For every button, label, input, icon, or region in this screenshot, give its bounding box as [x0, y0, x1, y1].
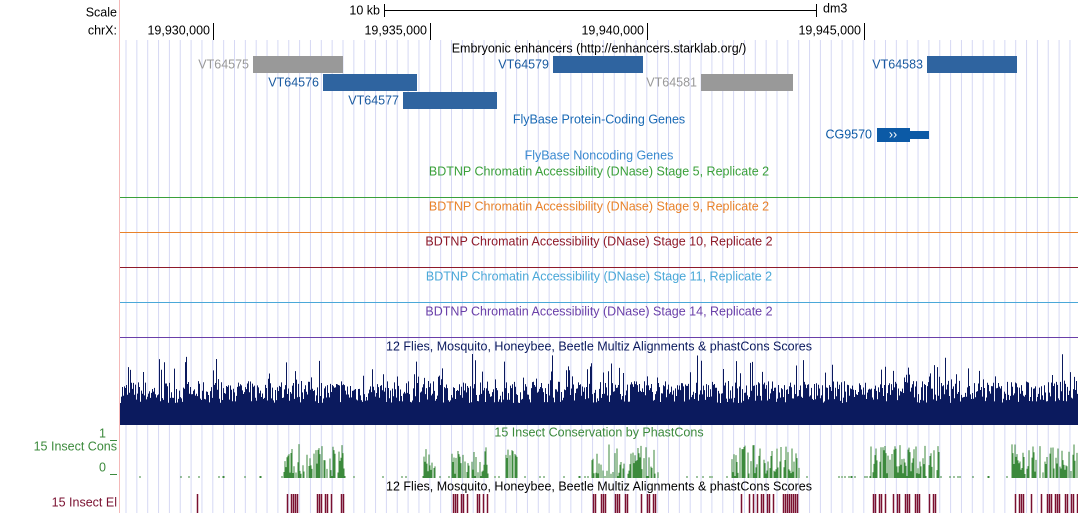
track-title: BDTNP Chromatin Accessibility (DNase) St…	[425, 234, 772, 248]
gene-label: CG9570	[825, 127, 872, 141]
track-title: 15 Insect Conservation by PhastCons	[494, 425, 703, 439]
side-label: 15 Insect El	[52, 495, 117, 509]
track-title: Embryonic enhancers (http://enhancers.st…	[452, 41, 747, 55]
assembly-label: dm3	[823, 1, 847, 15]
axis-label: 0	[99, 460, 106, 474]
enhancer-label: VT64575	[198, 57, 249, 71]
track-title: FlyBase Noncoding Genes	[525, 148, 674, 162]
enhancer-label: VT64583	[872, 57, 923, 71]
enhancer	[403, 92, 497, 109]
ruler-label: 19,935,000	[364, 23, 427, 37]
track-title: BDTNP Chromatin Accessibility (DNase) St…	[426, 269, 772, 283]
multiz-density	[120, 354, 1078, 425]
elements	[196, 494, 1078, 513]
track-title: BDTNP Chromatin Accessibility (DNase) St…	[429, 199, 769, 213]
ruler-label: 19,945,000	[798, 23, 861, 37]
enhancer	[253, 56, 343, 73]
scale-label: Scale	[86, 5, 117, 19]
enhancer-label: VT64581	[646, 75, 697, 89]
track-title: 12 Flies, Mosquito, Honeybee, Beetle Mul…	[386, 339, 812, 353]
side-label: 15 Insect Cons	[34, 439, 117, 453]
enhancer	[323, 74, 417, 91]
axis-label: 1	[99, 426, 106, 440]
enhancer-label: VT64579	[498, 57, 549, 71]
enhancer-label: VT64576	[268, 75, 319, 89]
ruler-label: 19,940,000	[581, 23, 644, 37]
chrom-label: chrX:	[88, 23, 117, 37]
phastcons	[139, 444, 1078, 478]
track-title: 12 Flies, Mosquito, Honeybee, Beetle Mul…	[386, 479, 812, 493]
enhancer	[701, 74, 793, 91]
track-title: BDTNP Chromatin Accessibility (DNase) St…	[429, 164, 769, 178]
enhancer-label: VT64577	[348, 93, 399, 107]
track-title: BDTNP Chromatin Accessibility (DNase) St…	[425, 304, 772, 318]
scale-bar-label: 10 kb	[349, 3, 380, 17]
gene-exon	[877, 128, 910, 142]
gene-strand: ››	[889, 127, 897, 141]
enhancer	[927, 56, 1017, 73]
track-title: FlyBase Protein-Coding Genes	[513, 112, 685, 126]
ruler-label: 19,930,000	[147, 23, 210, 37]
enhancer	[553, 56, 643, 73]
